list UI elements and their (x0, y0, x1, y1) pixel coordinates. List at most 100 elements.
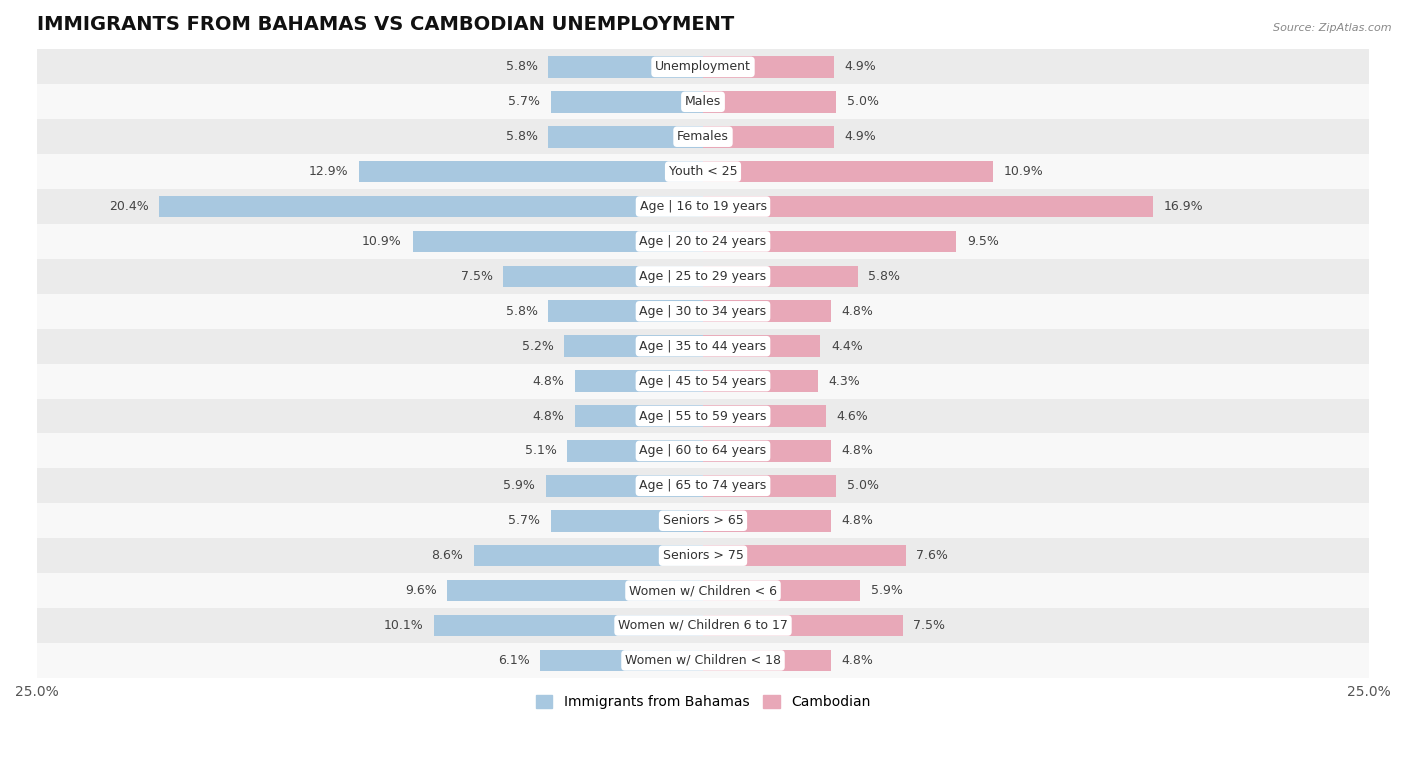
Bar (703, 580, 860, 601)
Text: 7.6%: 7.6% (917, 549, 948, 562)
Text: 5.9%: 5.9% (870, 584, 903, 597)
Text: 9.6%: 9.6% (405, 584, 436, 597)
Bar (37, 573, 1369, 608)
Legend: Immigrants from Bahamas, Cambodian: Immigrants from Bahamas, Cambodian (530, 690, 876, 715)
Text: 4.8%: 4.8% (842, 654, 873, 667)
Bar (703, 370, 817, 392)
Bar (548, 301, 703, 322)
Text: 5.8%: 5.8% (506, 305, 538, 318)
Text: 5.7%: 5.7% (509, 95, 540, 108)
Text: 5.1%: 5.1% (524, 444, 557, 457)
Text: 9.5%: 9.5% (967, 235, 998, 248)
Text: 7.5%: 7.5% (461, 270, 492, 283)
Bar (540, 650, 703, 671)
Bar (703, 615, 903, 637)
Text: Women w/ Children 6 to 17: Women w/ Children 6 to 17 (619, 619, 787, 632)
Text: 5.8%: 5.8% (506, 130, 538, 143)
Text: 5.8%: 5.8% (506, 61, 538, 73)
Bar (703, 126, 834, 148)
Text: 5.7%: 5.7% (509, 514, 540, 528)
Text: Age | 25 to 29 years: Age | 25 to 29 years (640, 270, 766, 283)
Text: Age | 20 to 24 years: Age | 20 to 24 years (640, 235, 766, 248)
Bar (37, 608, 1369, 643)
Bar (37, 120, 1369, 154)
Text: 7.5%: 7.5% (914, 619, 945, 632)
Text: 10.1%: 10.1% (384, 619, 423, 632)
Text: Youth < 25: Youth < 25 (669, 165, 737, 178)
Text: 4.8%: 4.8% (533, 410, 564, 422)
Bar (575, 370, 703, 392)
Bar (548, 126, 703, 148)
Text: 4.4%: 4.4% (831, 340, 863, 353)
Text: 5.9%: 5.9% (503, 479, 536, 492)
Bar (447, 580, 703, 601)
Text: 5.0%: 5.0% (846, 479, 879, 492)
Bar (575, 405, 703, 427)
Bar (37, 154, 1369, 189)
Bar (703, 335, 820, 357)
Text: Women w/ Children < 18: Women w/ Children < 18 (626, 654, 780, 667)
Bar (503, 266, 703, 287)
Text: 4.9%: 4.9% (844, 130, 876, 143)
Bar (37, 49, 1369, 84)
Text: 4.8%: 4.8% (842, 514, 873, 528)
Bar (703, 545, 905, 566)
Text: 5.2%: 5.2% (522, 340, 554, 353)
Text: Males: Males (685, 95, 721, 108)
Text: Age | 16 to 19 years: Age | 16 to 19 years (640, 200, 766, 213)
Text: 8.6%: 8.6% (432, 549, 463, 562)
Text: 4.8%: 4.8% (842, 444, 873, 457)
Text: Age | 60 to 64 years: Age | 60 to 64 years (640, 444, 766, 457)
Bar (37, 294, 1369, 329)
Bar (37, 399, 1369, 434)
Bar (567, 440, 703, 462)
Text: 6.1%: 6.1% (498, 654, 530, 667)
Bar (37, 259, 1369, 294)
Text: Females: Females (678, 130, 728, 143)
Bar (546, 475, 703, 497)
Bar (37, 643, 1369, 678)
Bar (37, 469, 1369, 503)
Bar (703, 266, 858, 287)
Text: Age | 30 to 34 years: Age | 30 to 34 years (640, 305, 766, 318)
Text: Age | 35 to 44 years: Age | 35 to 44 years (640, 340, 766, 353)
Text: Age | 45 to 54 years: Age | 45 to 54 years (640, 375, 766, 388)
Bar (37, 84, 1369, 120)
Bar (37, 329, 1369, 363)
Bar (703, 56, 834, 78)
Bar (703, 510, 831, 531)
Text: Seniors > 75: Seniors > 75 (662, 549, 744, 562)
Text: 5.8%: 5.8% (868, 270, 900, 283)
Bar (564, 335, 703, 357)
Text: 12.9%: 12.9% (309, 165, 349, 178)
Text: Seniors > 65: Seniors > 65 (662, 514, 744, 528)
Bar (551, 91, 703, 113)
Text: Unemployment: Unemployment (655, 61, 751, 73)
Text: 4.6%: 4.6% (837, 410, 868, 422)
Bar (434, 615, 703, 637)
Bar (703, 405, 825, 427)
Bar (360, 160, 703, 182)
Text: Age | 65 to 74 years: Age | 65 to 74 years (640, 479, 766, 492)
Bar (37, 434, 1369, 469)
Bar (548, 56, 703, 78)
Text: Age | 55 to 59 years: Age | 55 to 59 years (640, 410, 766, 422)
Bar (37, 363, 1369, 399)
Bar (37, 538, 1369, 573)
Text: 4.9%: 4.9% (844, 61, 876, 73)
Bar (703, 160, 994, 182)
Bar (37, 503, 1369, 538)
Bar (37, 189, 1369, 224)
Bar (703, 91, 837, 113)
Bar (551, 510, 703, 531)
Text: 5.0%: 5.0% (846, 95, 879, 108)
Text: Women w/ Children < 6: Women w/ Children < 6 (628, 584, 778, 597)
Text: IMMIGRANTS FROM BAHAMAS VS CAMBODIAN UNEMPLOYMENT: IMMIGRANTS FROM BAHAMAS VS CAMBODIAN UNE… (37, 15, 734, 34)
Bar (703, 196, 1153, 217)
Text: 10.9%: 10.9% (1004, 165, 1043, 178)
Bar (37, 224, 1369, 259)
Text: 10.9%: 10.9% (363, 235, 402, 248)
Bar (159, 196, 703, 217)
Bar (703, 440, 831, 462)
Text: 16.9%: 16.9% (1164, 200, 1204, 213)
